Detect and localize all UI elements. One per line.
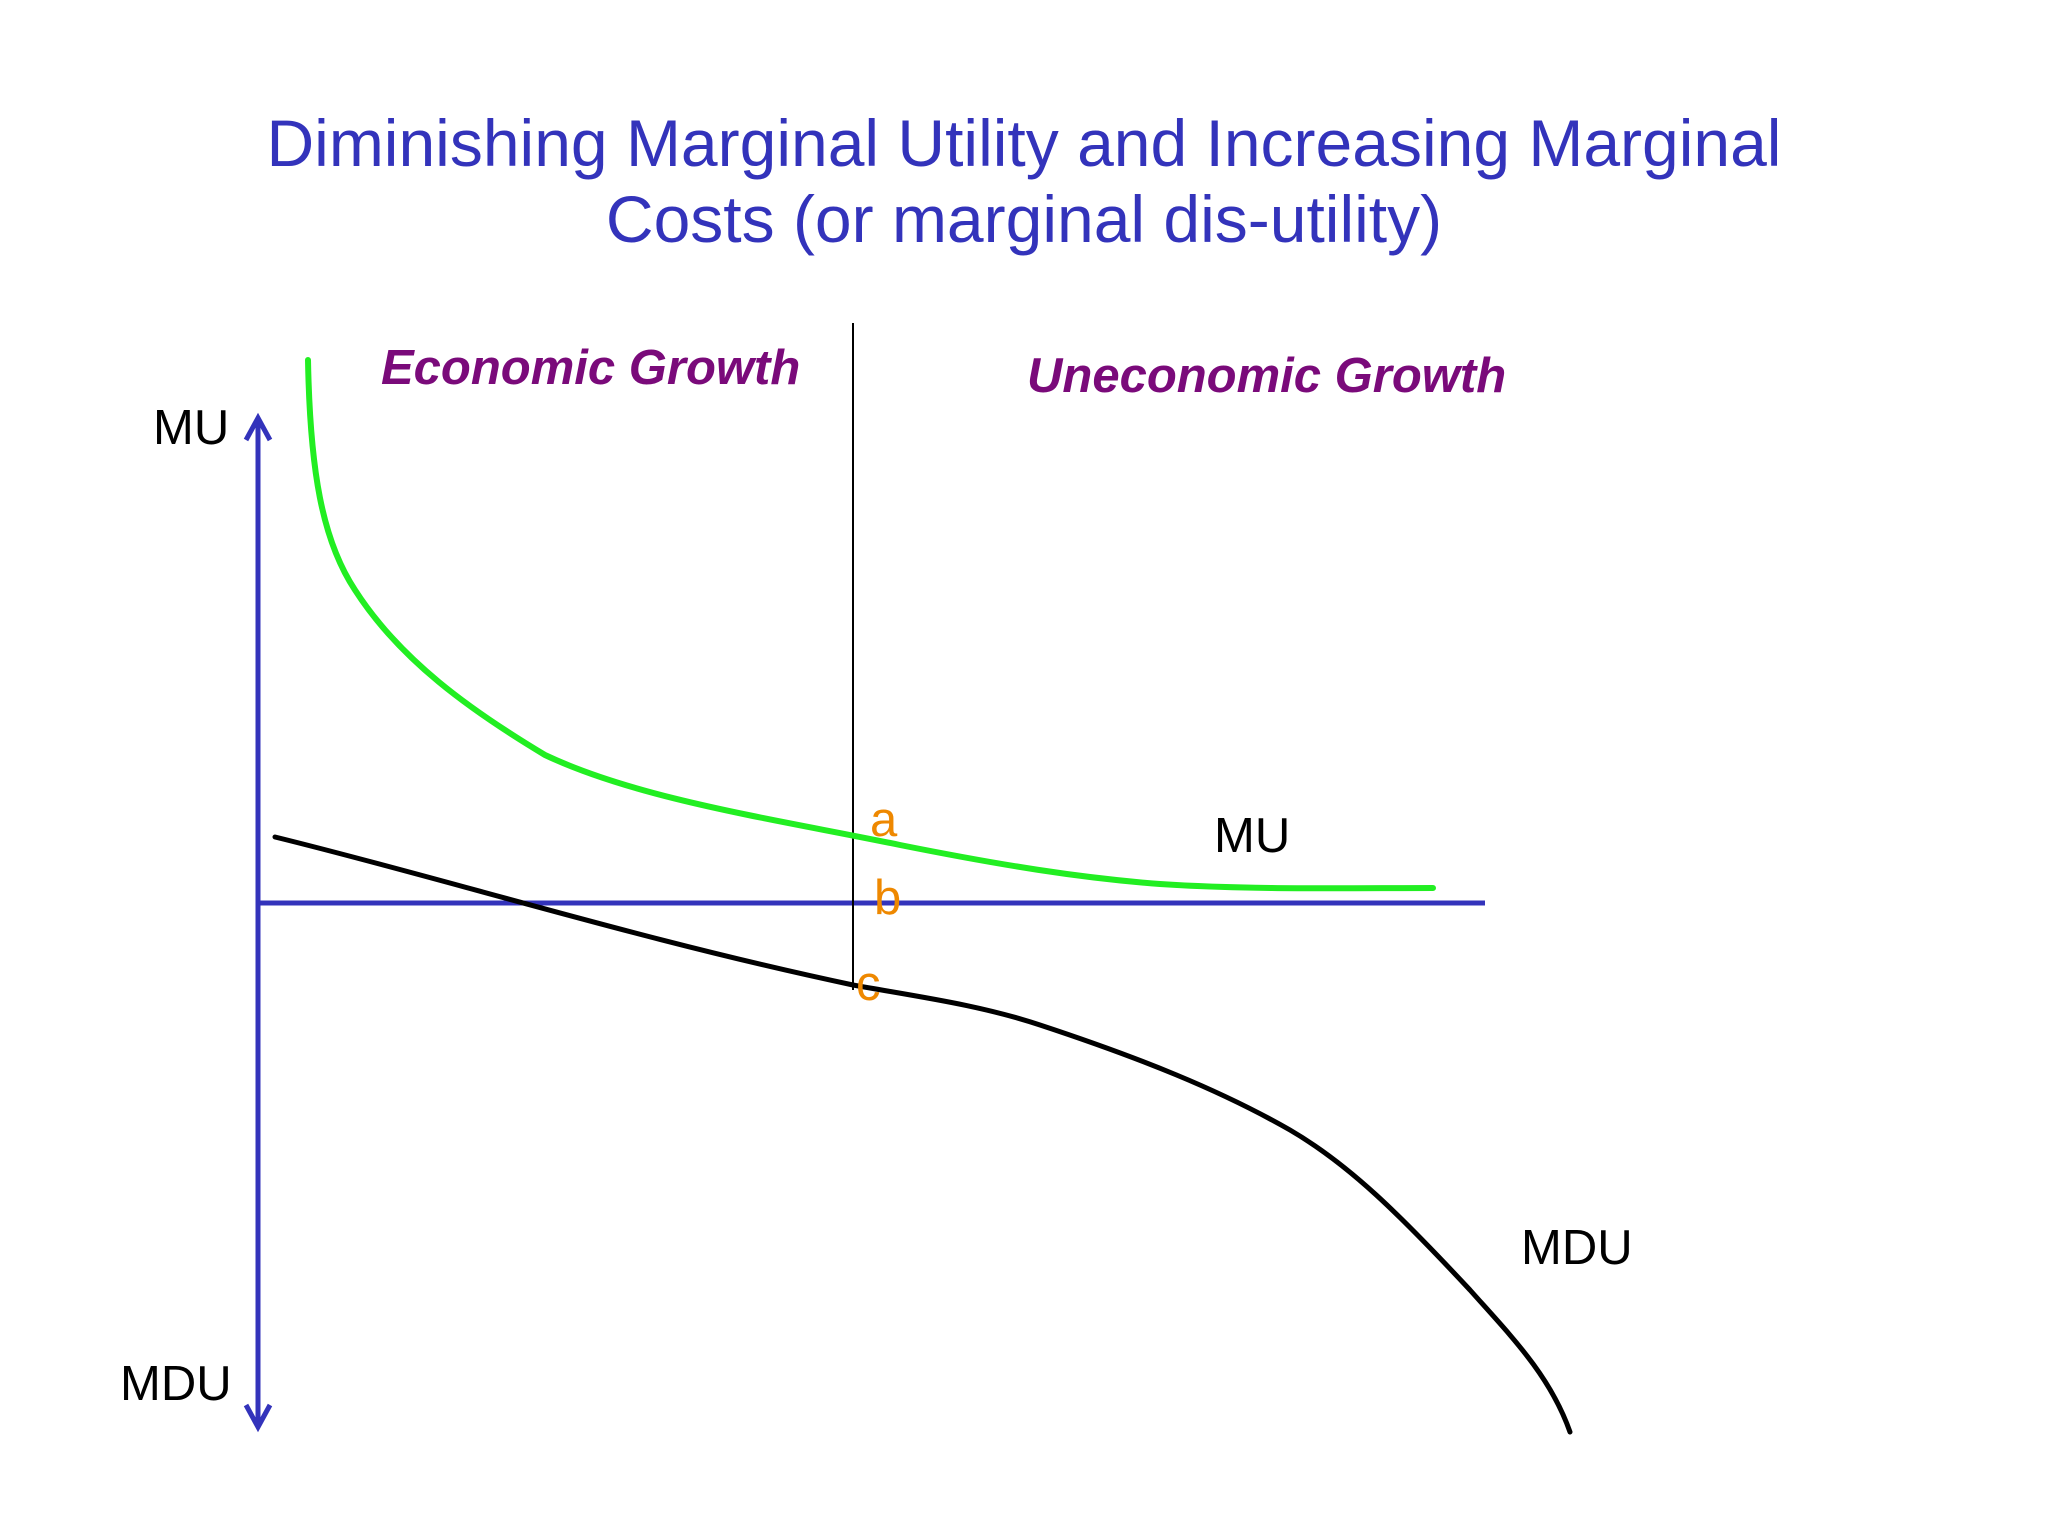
region-label-economic-growth: Economic Growth [381, 341, 801, 395]
title-line-1: Diminishing Marginal Utility and Increas… [266, 106, 1782, 180]
mdu-curve [272, 834, 1573, 1435]
y-axis-negative-label: MDU [120, 1357, 232, 1411]
mu-curve [305, 357, 1436, 892]
y-axis-positive-label: MU [153, 401, 230, 455]
y-axis-up-arrow [243, 412, 273, 442]
point-label-b: b [874, 871, 902, 925]
mu-curve-label: MU [1214, 809, 1291, 863]
y-axis-down-arrow [243, 1403, 273, 1433]
point-label-a: a [870, 793, 898, 847]
mdu-curve-label: MDU [1521, 1221, 1633, 1275]
point-label-c: c [856, 957, 881, 1011]
title-line-2: Costs (or marginal dis-utility) [605, 182, 1443, 256]
region-label-uneconomic-growth: Uneconomic Growth [1027, 349, 1507, 403]
